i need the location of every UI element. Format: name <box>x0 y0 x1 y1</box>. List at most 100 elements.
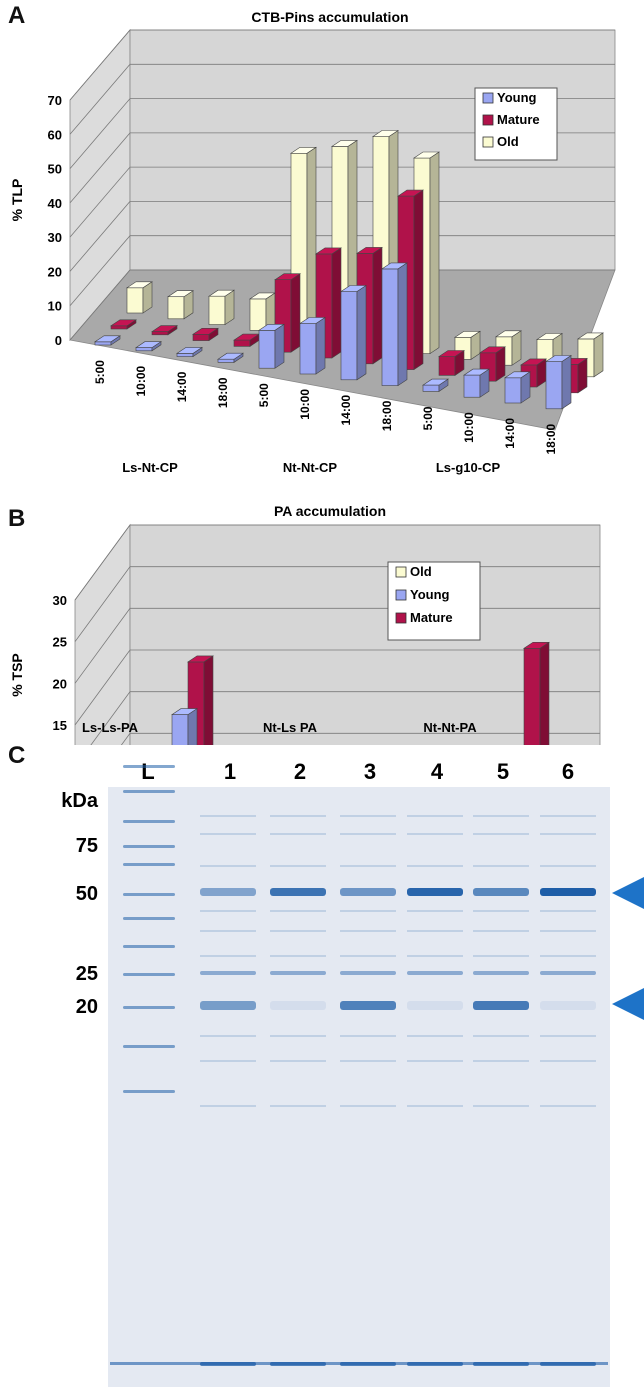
chart-side-wall <box>74 523 131 745</box>
bar <box>381 268 399 386</box>
gel-body <box>108 787 610 1387</box>
gridline <box>69 269 615 341</box>
gridline <box>69 63 615 135</box>
gel-unit-label: kDa <box>61 790 99 812</box>
gel-panel: L 1 2 3 4 5 6 kDa 75 50 25 20 <box>61 759 644 1387</box>
bar-top <box>299 317 326 324</box>
dye-front-line <box>110 1362 608 1365</box>
bar <box>463 374 481 398</box>
faint-band <box>340 815 396 817</box>
arrow-50kda <box>612 877 644 909</box>
ladder-band <box>123 765 175 768</box>
bar-top <box>340 285 367 292</box>
bar <box>545 361 563 410</box>
faint-band <box>270 833 326 835</box>
gridline <box>69 29 615 101</box>
bar <box>504 377 522 404</box>
bar <box>167 296 185 320</box>
faint-band <box>200 1105 256 1107</box>
bar-top <box>290 147 317 154</box>
gridline <box>69 98 615 169</box>
gridline <box>90 691 600 745</box>
band-25kda <box>200 971 256 975</box>
bar <box>151 331 169 336</box>
faint-band <box>407 865 463 867</box>
chart-a-ctb-pins: 0 10 20 30 40 50 60 70 CTB-Pins accumulation % TL… <box>9 9 616 475</box>
faint-band <box>270 865 326 867</box>
bar-top <box>274 273 301 281</box>
bar-side <box>306 146 317 337</box>
marker-label: 50 <box>76 883 98 905</box>
y-axis-label: % TLP <box>9 179 25 222</box>
faint-band <box>540 815 596 817</box>
group-label: Nt-Nt-PA <box>423 720 477 735</box>
x-tick-label: 5:00 <box>257 383 271 407</box>
band-20kda <box>407 1001 463 1010</box>
x-tick-label: 10:00 <box>134 365 148 396</box>
ladder-band <box>123 790 175 793</box>
bar-side <box>561 354 572 410</box>
x-tick-label: 18:00 <box>380 400 394 431</box>
legend-swatch <box>482 114 494 126</box>
bar <box>422 384 440 392</box>
lane-label: 5 <box>497 759 509 784</box>
faint-band <box>200 910 256 912</box>
band-50kda <box>270 888 326 896</box>
bar-top <box>135 341 162 348</box>
y-tick-label: 10 <box>48 299 62 314</box>
bar-top <box>126 281 153 289</box>
faint-band <box>270 1105 326 1107</box>
band-50kda <box>340 888 396 896</box>
bar-top <box>545 355 572 362</box>
panel-b-letter: B <box>8 505 26 532</box>
marker-label: 25 <box>76 963 98 985</box>
bar-top <box>258 323 285 331</box>
group-label: Nt-Ls PA <box>263 720 318 735</box>
bar-top <box>151 325 178 332</box>
band-20kda <box>473 1001 529 1010</box>
bar-side <box>397 262 408 387</box>
legend-label: Old <box>410 564 432 579</box>
gridline <box>74 524 600 601</box>
group-label: Nt-Nt-CP <box>283 460 337 475</box>
faint-band <box>270 930 326 932</box>
lane-label: 6 <box>562 759 574 784</box>
faint-band <box>200 1060 256 1062</box>
x-tick-label: 14:00 <box>503 418 517 449</box>
faint-band <box>340 833 396 835</box>
bar <box>217 358 235 363</box>
bar-side <box>356 284 367 381</box>
bar-top <box>536 333 563 340</box>
y-tick-label: 25 <box>53 635 67 650</box>
band-25kda <box>340 971 396 975</box>
faint-band <box>407 815 463 817</box>
faint-band <box>200 930 256 932</box>
bar <box>523 648 541 745</box>
bar <box>135 347 153 352</box>
bar <box>208 295 226 325</box>
bar-top <box>187 655 214 663</box>
bar <box>176 353 194 357</box>
faint-band <box>270 1060 326 1062</box>
faint-band <box>407 910 463 912</box>
bar-top <box>94 335 121 343</box>
bar <box>299 323 317 375</box>
bar-top <box>110 319 137 327</box>
ladder-band <box>123 1006 175 1009</box>
bar <box>249 298 267 331</box>
lane-label: 3 <box>364 759 376 784</box>
band-20kda <box>340 1001 396 1010</box>
band-50kda <box>200 888 256 896</box>
x-tick-label: 14:00 <box>339 394 353 425</box>
bar <box>340 291 358 381</box>
faint-band <box>540 910 596 912</box>
faint-band <box>540 1035 596 1037</box>
x-tick-label: 10:00 <box>298 389 312 420</box>
band-50kda <box>540 888 596 896</box>
faint-band <box>540 865 596 867</box>
band-25kda <box>473 971 529 975</box>
faint-band <box>407 930 463 932</box>
band-50kda <box>473 888 529 896</box>
bar-side <box>372 246 383 365</box>
y-tick-label: 20 <box>48 264 62 279</box>
